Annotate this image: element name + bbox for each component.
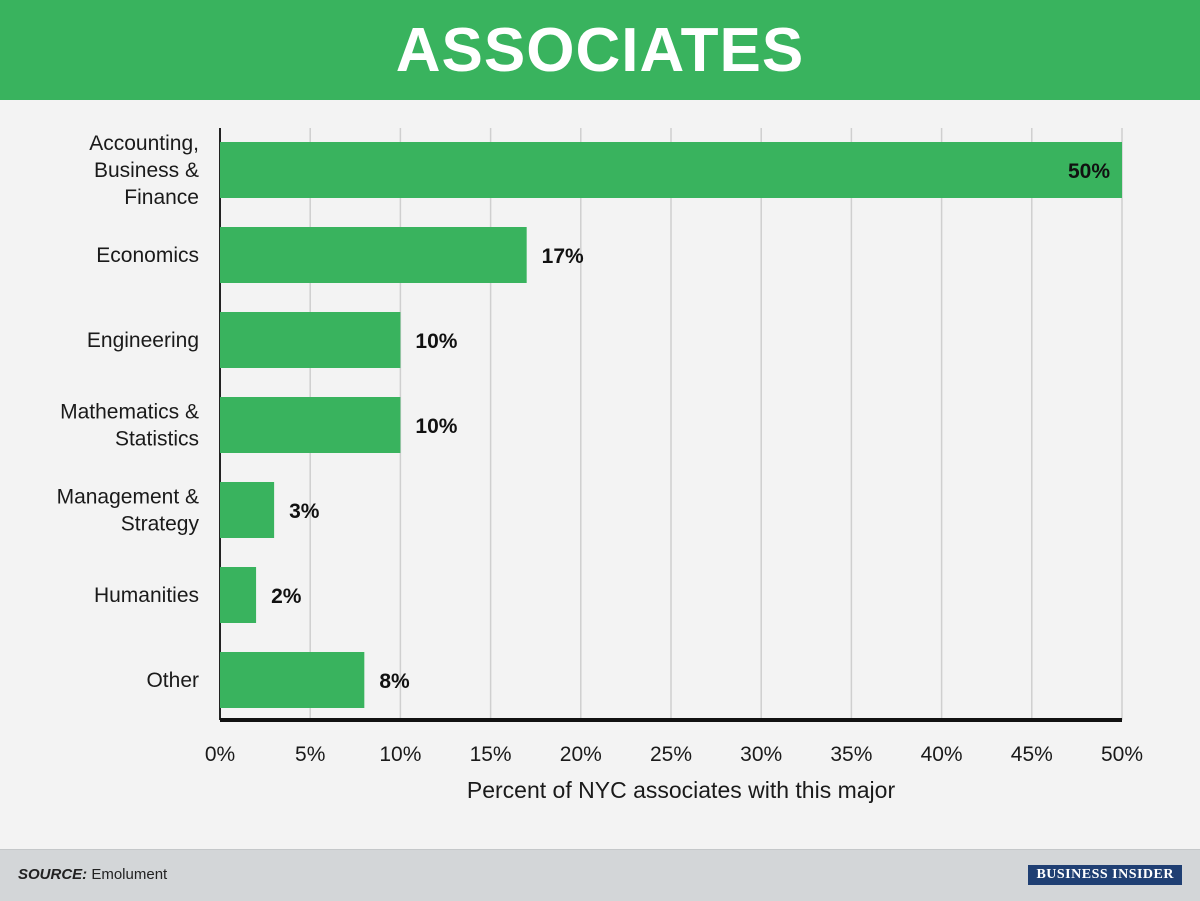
x-tick-label: 30% <box>740 743 782 766</box>
chart-title: ASSOCIATES <box>395 15 805 85</box>
value-label: 8% <box>379 670 410 693</box>
x-tick-label: 5% <box>295 743 325 766</box>
category-label: Management & Strategy <box>57 486 200 536</box>
bar <box>220 482 275 538</box>
value-label: 50% <box>1068 160 1110 183</box>
value-label: 17% <box>542 245 584 268</box>
category-label: Humanities <box>94 584 199 607</box>
footer: SOURCE: Emolument BUSINESS INSIDER <box>0 849 1200 901</box>
x-tick-label: 0% <box>205 743 235 766</box>
bar <box>220 227 527 283</box>
category-label: Accounting, Business & Finance <box>89 132 199 209</box>
value-label: 10% <box>415 330 457 353</box>
x-tick-label: 10% <box>379 743 421 766</box>
bar <box>220 312 401 368</box>
value-label: 10% <box>415 415 457 438</box>
bar <box>220 567 257 623</box>
source-note: SOURCE: Emolument <box>18 866 167 883</box>
value-label: 2% <box>271 585 302 608</box>
x-tick-label: 25% <box>650 743 692 766</box>
bar-chart: Accounting, Business & Finance 50% Economics… <box>57 128 1143 803</box>
value-label: 3% <box>289 500 320 523</box>
bar <box>220 652 365 708</box>
x-tick-label: 40% <box>921 743 963 766</box>
source-value: Emolument <box>91 866 168 883</box>
chart-area: Accounting, Business & Finance 50% Economics… <box>0 100 1200 848</box>
x-tick-label: 45% <box>1011 743 1053 766</box>
category-label: Other <box>146 669 199 692</box>
chart-header: ASSOCIATES <box>0 0 1200 100</box>
x-axis-title: Percent of NYC associates with this majo… <box>467 777 896 803</box>
x-tick-label: 50% <box>1101 743 1143 766</box>
source-label: SOURCE: <box>18 866 88 883</box>
x-tick-label: 20% <box>560 743 602 766</box>
bar <box>220 142 1122 198</box>
x-tick-label: 15% <box>470 743 512 766</box>
x-tick-label: 35% <box>830 743 872 766</box>
category-label: Economics <box>96 244 199 267</box>
category-label: Engineering <box>87 329 199 352</box>
category-label: Mathematics & Statistics <box>60 401 199 451</box>
brand-logo: BUSINESS INSIDER <box>1028 865 1182 885</box>
bar <box>220 397 401 453</box>
